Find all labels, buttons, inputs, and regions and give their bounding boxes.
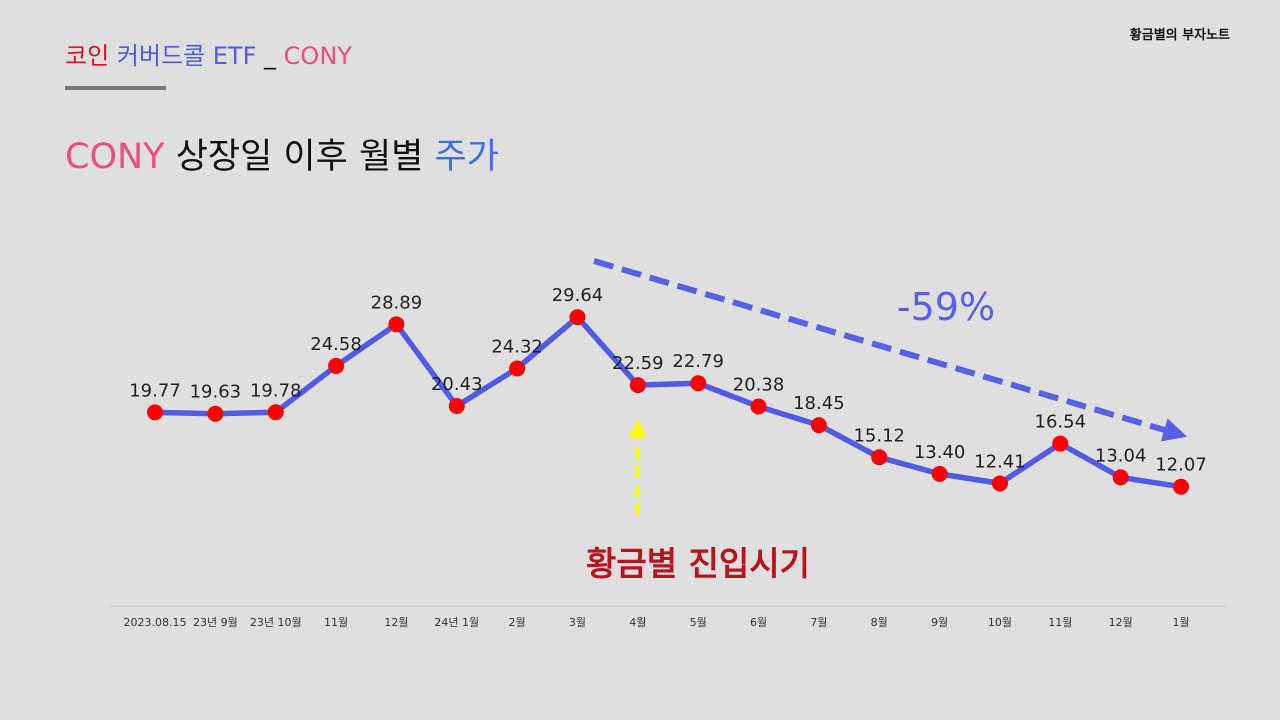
x-tick-label: 6월	[750, 616, 767, 629]
data-point	[1112, 469, 1129, 486]
data-label: 15.12	[853, 425, 905, 446]
data-label: 28.89	[371, 292, 423, 313]
entry-annotation: 황금별 진입시기	[586, 419, 810, 583]
series-price: 19.77 19.63 19.78 24.58 28.89 20.43 24.32 29.64…	[129, 285, 1207, 495]
data-point	[991, 475, 1008, 492]
header-title-ticker: CONY	[283, 42, 352, 70]
data-label: 12.41	[974, 451, 1026, 472]
x-tick-label: 23년 9월	[193, 616, 238, 629]
data-point	[810, 417, 827, 434]
data-point	[388, 316, 405, 333]
x-tick-label: 4월	[629, 616, 646, 629]
data-label: 20.43	[431, 374, 483, 395]
x-tick-label: 11월	[324, 616, 348, 629]
x-tick-label: 10월	[988, 616, 1012, 629]
data-point	[871, 449, 888, 466]
brand-label: 황금별의 부자노트	[1129, 28, 1230, 43]
data-point	[1173, 478, 1189, 495]
x-tick-label: 8월	[871, 616, 888, 629]
data-label: 19.77	[129, 380, 181, 401]
x-tick-label: 2023.08.15	[124, 616, 187, 629]
data-label: 16.54	[1035, 412, 1087, 433]
data-label: 19.78	[250, 380, 302, 401]
data-point	[931, 465, 948, 482]
data-point	[750, 398, 767, 415]
data-label: 20.38	[733, 374, 785, 395]
trend-label: -59%	[897, 285, 995, 329]
header-title-etf: 커버드콜 ETF	[116, 42, 257, 70]
x-tick-label: 12월	[1109, 616, 1133, 629]
data-label: 13.40	[914, 442, 966, 463]
header-title: 코인 커버드콜 ETF _ CONY	[65, 36, 352, 71]
data-point	[1052, 435, 1069, 452]
data-label: 24.32	[491, 336, 543, 357]
data-point	[147, 404, 163, 421]
data-point	[207, 405, 224, 422]
entry-arrowhead	[628, 419, 647, 438]
header-title-coin: 코인	[65, 42, 110, 70]
data-point	[509, 360, 526, 377]
trend-annotation: -59%	[593, 258, 1188, 442]
page-title-middle: 상장일 이후 월별	[175, 137, 424, 177]
data-point	[328, 357, 345, 374]
x-tick-label: 23년 10월	[250, 616, 302, 629]
x-tick-label: 3월	[569, 616, 586, 629]
data-point	[690, 375, 707, 392]
x-tick-labels: 2023.08.15 23년 9월 23년 10월 11월 12월 24년 1월 2월 3월 4…	[124, 616, 1190, 629]
data-label: 29.64	[552, 285, 604, 306]
page-title: CONY 상장일 이후 월별 주가	[65, 128, 499, 179]
data-label: 18.45	[793, 393, 845, 414]
data-label: 13.04	[1095, 445, 1147, 466]
data-label: 22.59	[612, 353, 664, 374]
x-tick-label: 9월	[931, 616, 948, 629]
data-label: 24.58	[310, 334, 362, 355]
entry-label: 황금별 진입시기	[586, 544, 810, 583]
trend-arrow	[593, 258, 1188, 442]
data-label: 22.79	[672, 351, 724, 372]
data-label: 12.07	[1155, 455, 1207, 476]
x-tick-label: 5월	[690, 616, 707, 629]
x-tick-label: 1월	[1172, 616, 1189, 629]
data-label: 19.63	[190, 382, 242, 403]
x-tick-label: 11월	[1048, 616, 1072, 629]
x-tick-label: 7월	[810, 616, 827, 629]
data-point	[629, 377, 646, 394]
x-tick-label: 24년 1월	[434, 616, 479, 629]
page-title-ticker: CONY	[65, 137, 165, 177]
header-underline	[65, 86, 166, 90]
data-point	[267, 404, 284, 421]
series-line	[152, 314, 1184, 490]
page-title-price: 주가	[434, 137, 499, 177]
data-point	[569, 309, 586, 326]
header-title-separator: _	[264, 42, 277, 70]
x-tick-label: 12월	[384, 616, 408, 629]
x-tick-label: 2월	[509, 616, 526, 629]
data-point	[448, 398, 465, 415]
